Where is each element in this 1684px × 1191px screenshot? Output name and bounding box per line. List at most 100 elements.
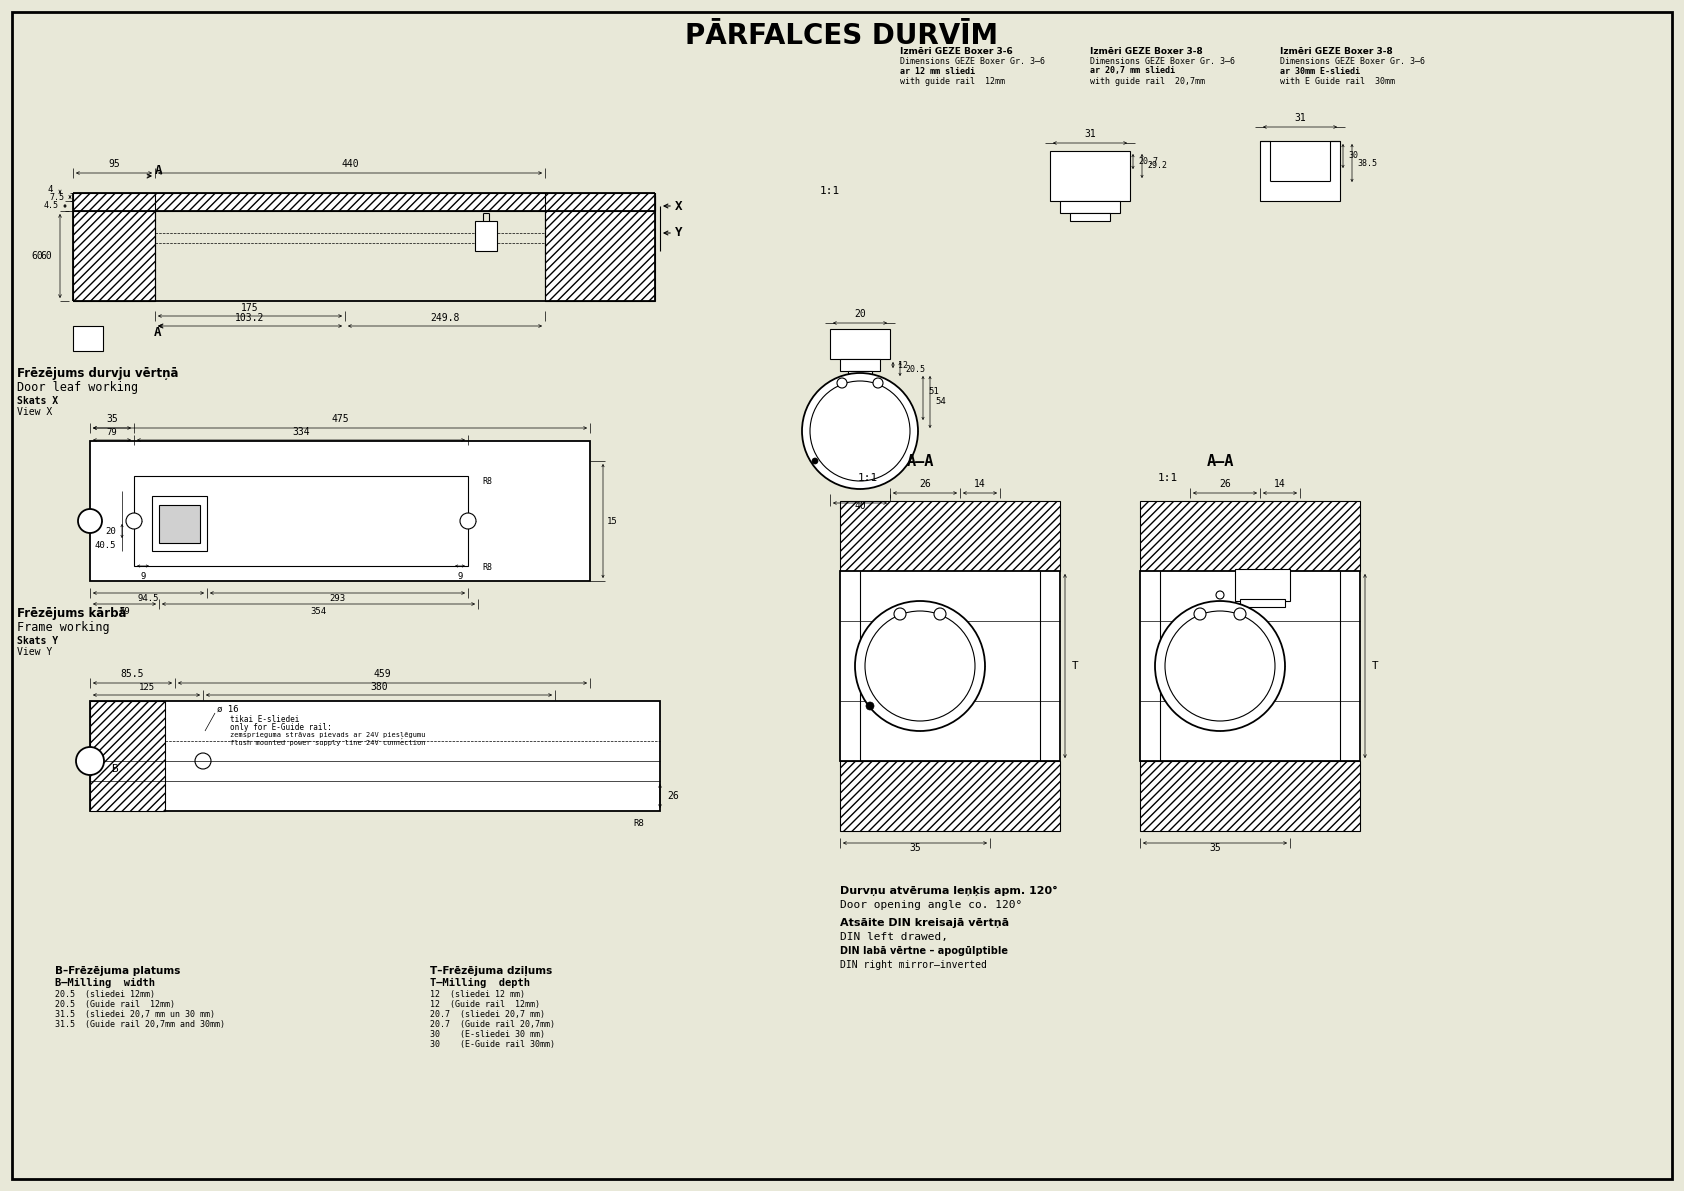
Text: 51: 51 [928, 387, 938, 395]
Text: R8: R8 [482, 476, 492, 486]
Text: 30    (E-sliedei 30 mm): 30 (E-sliedei 30 mm) [429, 1029, 546, 1039]
Text: 14: 14 [1275, 479, 1287, 490]
Text: 475: 475 [332, 414, 349, 424]
Text: 7.5: 7.5 [49, 193, 64, 201]
Text: Door leaf working: Door leaf working [17, 380, 138, 393]
Circle shape [894, 607, 906, 621]
Bar [1140, 501, 1361, 570]
Text: 35: 35 [909, 843, 921, 853]
Text: T: T [1073, 661, 1079, 671]
Bar [840, 761, 1059, 831]
Text: 31.5  (sliedei 20,7 mm un 30 mm): 31.5 (sliedei 20,7 mm un 30 mm) [56, 1010, 216, 1018]
Text: 334: 334 [293, 428, 310, 437]
Text: 9: 9 [140, 572, 147, 581]
Text: tikai E-sliedei: tikai E-sliedei [231, 715, 300, 723]
Text: View X: View X [17, 407, 52, 417]
Circle shape [77, 509, 103, 534]
Text: ar 20,7 mm sliedi: ar 20,7 mm sliedi [1090, 67, 1175, 75]
Text: 249.8: 249.8 [431, 313, 460, 323]
Bar [1239, 599, 1285, 607]
Text: Dimensions GEZE Boxer Gr. 3–6: Dimensions GEZE Boxer Gr. 3–6 [899, 56, 1046, 66]
Text: 29.2: 29.2 [1147, 162, 1167, 170]
Text: with guide rail  20,7mm: with guide rail 20,7mm [1090, 76, 1206, 86]
Text: 4: 4 [47, 186, 52, 194]
Bar [840, 570, 1059, 761]
Text: Frēzējums kārbā: Frēzējums kārbā [17, 606, 126, 619]
Text: 20: 20 [854, 308, 866, 319]
Text: R8: R8 [482, 563, 492, 573]
Circle shape [802, 373, 918, 490]
Text: ar 30mm E-sliedi: ar 30mm E-sliedi [1280, 67, 1361, 75]
Text: 31: 31 [1084, 129, 1096, 139]
Text: 26: 26 [667, 791, 679, 802]
Text: Durvņu atvēruma leņķis apm. 120°: Durvņu atvēruma leņķis apm. 120° [840, 886, 1058, 896]
Text: with guide rail  12mm: with guide rail 12mm [899, 76, 1005, 86]
Bar [1059, 201, 1120, 213]
Text: 26: 26 [919, 479, 931, 490]
Text: 103.2: 103.2 [236, 313, 264, 323]
Text: A–A: A–A [1206, 454, 1234, 468]
Text: Frēzējums durvju vērtņā: Frēzējums durvju vērtņā [17, 367, 179, 380]
Text: 20.5  (Guide rail  12mm): 20.5 (Guide rail 12mm) [56, 999, 175, 1009]
Text: 1:1: 1:1 [1159, 473, 1179, 484]
Text: ø 16: ø 16 [217, 705, 239, 713]
Bar [72, 326, 103, 351]
Text: 440: 440 [342, 160, 359, 169]
Text: R8: R8 [633, 818, 643, 828]
Text: 354: 354 [310, 607, 327, 616]
Bar [1140, 570, 1361, 761]
Text: 31.5  (Guide rail 20,7mm and 30mm): 31.5 (Guide rail 20,7mm and 30mm) [56, 1019, 226, 1029]
Circle shape [810, 381, 909, 481]
Circle shape [837, 378, 847, 388]
Text: Atsāite DIN kreisajā vērtņā: Atsāite DIN kreisajā vērtņā [840, 918, 1009, 928]
Text: 30    (E-Guide rail 30mm): 30 (E-Guide rail 30mm) [429, 1040, 556, 1048]
Bar [72, 197, 155, 301]
Text: 20: 20 [104, 526, 116, 536]
Text: Frame working: Frame working [17, 621, 109, 634]
Text: 30: 30 [1347, 151, 1357, 161]
Bar [1260, 141, 1340, 201]
Bar [1234, 569, 1290, 601]
Text: A: A [155, 164, 163, 177]
Text: 15: 15 [606, 517, 618, 525]
Text: 94.5: 94.5 [138, 594, 160, 603]
Text: 38.5: 38.5 [1357, 158, 1378, 168]
Text: 125: 125 [138, 682, 155, 692]
Text: 12  (sliedei 12 mm): 12 (sliedei 12 mm) [429, 990, 525, 998]
Text: flush mounted power supply line 24V connection: flush mounted power supply line 24V conn… [231, 740, 426, 746]
Circle shape [460, 513, 477, 529]
Text: Skats X: Skats X [17, 395, 59, 406]
Bar [849, 372, 872, 379]
Text: 40.5: 40.5 [94, 541, 116, 549]
Circle shape [1234, 607, 1246, 621]
Text: 20.7  (Guide rail 20,7mm): 20.7 (Guide rail 20,7mm) [429, 1019, 556, 1029]
Text: DIN labā vērtne – apogūlptible: DIN labā vērtne – apogūlptible [840, 946, 1009, 956]
Text: 79: 79 [106, 428, 118, 437]
Text: only for E-Guide rail:: only for E-Guide rail: [231, 723, 332, 731]
Bar [1069, 213, 1110, 222]
Text: 95: 95 [108, 160, 120, 169]
Text: T: T [1372, 661, 1379, 671]
Circle shape [1165, 611, 1275, 721]
Text: 459: 459 [374, 669, 391, 679]
Circle shape [855, 601, 985, 731]
Text: Izmēri GEZE Boxer 3-6: Izmēri GEZE Boxer 3-6 [899, 46, 1012, 56]
Text: 35: 35 [1209, 843, 1221, 853]
Circle shape [126, 513, 141, 529]
Text: 9: 9 [458, 572, 463, 581]
Text: 69: 69 [120, 607, 130, 616]
Text: T–Frēzējuma dziļums: T–Frēzējuma dziļums [429, 966, 552, 975]
Text: 20.5: 20.5 [904, 364, 925, 374]
Bar [89, 701, 660, 811]
Text: B–Milling  width: B–Milling width [56, 978, 155, 989]
Text: 20.7  (sliedei 20,7 mm): 20.7 (sliedei 20,7 mm) [429, 1010, 546, 1018]
Text: T–Milling  depth: T–Milling depth [429, 978, 530, 989]
Bar [830, 329, 891, 358]
Text: Door opening angle co. 120°: Door opening angle co. 120° [840, 900, 1022, 910]
Text: 1:1: 1:1 [859, 473, 879, 484]
Bar [72, 193, 655, 211]
Circle shape [872, 378, 882, 388]
Text: 293: 293 [330, 594, 345, 603]
Bar [158, 505, 200, 543]
Text: Skats Y: Skats Y [17, 636, 59, 646]
